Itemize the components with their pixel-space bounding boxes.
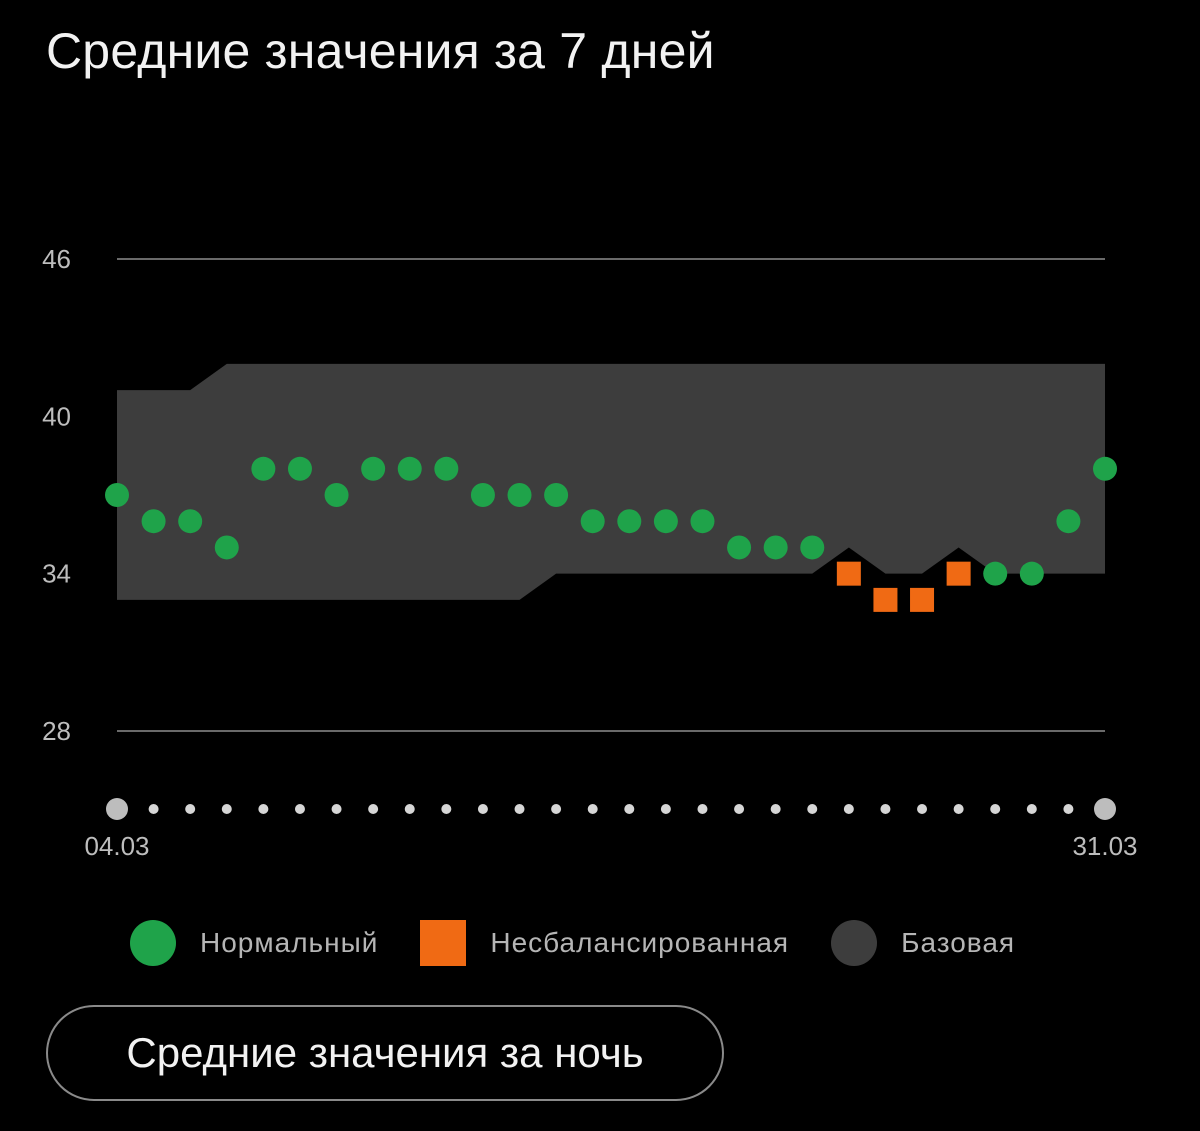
x-axis-day-dot	[880, 804, 891, 814]
x-end-label: 31.03	[1072, 831, 1137, 861]
x-axis-endpoint-dot	[1094, 798, 1116, 820]
x-axis-day-dot	[734, 804, 745, 814]
normal-point	[800, 535, 825, 560]
baseline-band	[117, 363, 1105, 600]
x-axis-day-dot	[551, 804, 562, 814]
normal-circle-icon	[130, 920, 176, 966]
x-axis-day-dot	[148, 804, 159, 814]
x-axis-day-dot	[953, 804, 964, 814]
x-axis-day-dot	[258, 804, 269, 814]
x-axis-day-dot	[990, 804, 1001, 814]
x-axis-day-dot	[660, 804, 671, 814]
normal-point	[507, 483, 532, 507]
baseline-circle-icon	[831, 920, 878, 966]
y-tick-label: 46	[42, 244, 71, 274]
x-axis-day-dot	[514, 804, 525, 814]
page-title: Средние значения за 7 дней	[46, 23, 715, 79]
legend-item-normal: Нормальный	[130, 920, 378, 966]
x-axis-day-dot	[221, 804, 232, 814]
x-axis-day-dot	[185, 804, 196, 814]
x-axis-day-dot	[917, 804, 928, 814]
normal-point	[1093, 456, 1117, 481]
normal-point	[617, 509, 642, 534]
x-axis-day-dot	[404, 804, 415, 814]
normal-point	[105, 483, 129, 507]
legend-label-baseline: Базовая	[901, 927, 1016, 958]
x-axis-day-dot	[477, 804, 488, 814]
legend-label-normal: Нормальный	[200, 927, 379, 958]
normal-point	[653, 509, 678, 534]
x-axis-day-dot	[843, 804, 854, 814]
normal-point	[727, 535, 752, 560]
x-axis-day-dot	[441, 804, 452, 814]
normal-point	[397, 456, 422, 481]
x-axis-day-dot	[1063, 804, 1074, 814]
unbalanced-point	[873, 587, 898, 612]
x-start-label: 04.03	[84, 831, 149, 861]
normal-point	[251, 456, 276, 481]
y-tick-label: 40	[42, 401, 71, 431]
normal-point	[361, 456, 386, 481]
legend-item-baseline: Базовая	[831, 920, 1015, 966]
seven-day-average-chart: 46 40 34 28 04.03 31.03	[42, 244, 1137, 861]
legend-item-unbalanced: Несбалансированная	[420, 920, 789, 966]
unbalanced-point	[946, 561, 971, 586]
normal-point	[763, 535, 788, 560]
y-tick-label: 34	[42, 559, 71, 589]
normal-point	[324, 483, 349, 507]
normal-point	[434, 456, 459, 481]
normal-point	[141, 509, 166, 534]
x-axis-endpoint-dot	[106, 798, 128, 820]
legend-label-unbalanced: Несбалансированная	[490, 927, 790, 958]
normal-point	[214, 535, 239, 560]
normal-point	[544, 483, 569, 507]
unbalanced-point	[836, 561, 861, 586]
unbalanced-square-icon	[420, 920, 467, 966]
normal-point	[690, 509, 715, 534]
x-axis-day-dot	[587, 804, 598, 814]
normal-point	[1019, 561, 1044, 586]
unbalanced-point	[910, 587, 935, 612]
x-axis-day-dot	[624, 804, 635, 814]
normal-point	[287, 456, 312, 481]
x-axis-day-dot	[807, 804, 818, 814]
normal-point	[470, 483, 495, 507]
x-axis-day-dot	[294, 804, 305, 814]
x-axis-day-dot	[368, 804, 379, 814]
normal-point	[983, 561, 1008, 586]
normal-point	[178, 509, 203, 534]
x-axis-day-dot	[697, 804, 708, 814]
x-axis-day-dot	[331, 804, 342, 814]
x-axis-day-dot	[1026, 804, 1037, 814]
normal-point	[580, 509, 605, 534]
x-axis-day-dot	[770, 804, 781, 814]
normal-point	[1056, 509, 1081, 534]
night-averages-button[interactable]: Средние значения за ночь	[46, 1005, 724, 1101]
chart-legend: Нормальный Несбалансированная Базовая	[130, 920, 1057, 966]
y-tick-label: 28	[42, 716, 71, 746]
